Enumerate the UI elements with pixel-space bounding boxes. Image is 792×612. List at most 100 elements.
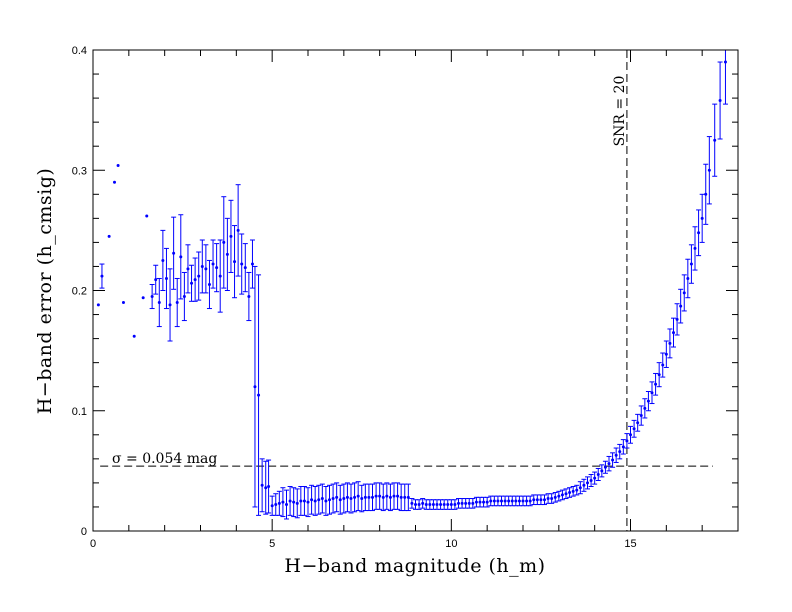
data-marker <box>96 303 100 307</box>
data-point <box>185 244 191 294</box>
data-marker <box>353 495 357 499</box>
data-point <box>235 184 241 277</box>
data-marker <box>179 255 183 259</box>
data-marker <box>442 503 446 507</box>
data-point <box>352 482 358 513</box>
y-tick-label: 0 <box>81 526 87 538</box>
data-point <box>613 447 619 463</box>
data-marker <box>113 180 116 184</box>
data-marker <box>335 495 339 499</box>
data-point <box>585 476 590 490</box>
data-marker <box>460 501 464 505</box>
data-marker <box>582 483 586 487</box>
data-point <box>592 471 598 485</box>
data-marker <box>471 501 475 505</box>
data-marker <box>489 499 493 503</box>
data-point <box>327 484 332 515</box>
x-tick-label: 15 <box>624 538 636 550</box>
data-marker <box>121 301 125 305</box>
data-marker <box>182 295 186 299</box>
data-marker <box>654 382 658 386</box>
data-point <box>116 163 120 167</box>
data-point <box>362 483 368 512</box>
data-marker <box>553 495 557 499</box>
data-marker <box>310 498 314 502</box>
data-marker <box>457 501 460 505</box>
data-marker <box>274 503 278 507</box>
data-point <box>656 362 662 388</box>
data-marker <box>295 501 299 505</box>
data-marker <box>392 494 396 498</box>
data-marker <box>374 494 378 498</box>
data-marker <box>713 138 717 142</box>
data-marker <box>607 462 611 466</box>
data-point <box>323 486 329 516</box>
data-point <box>174 277 180 328</box>
data-marker <box>421 501 425 505</box>
y-tick-label: 0.3 <box>72 165 87 177</box>
data-point <box>276 490 282 516</box>
data-point <box>552 492 558 503</box>
data-point <box>628 425 633 444</box>
data-point <box>145 214 149 218</box>
data-marker <box>414 503 417 507</box>
data-marker <box>550 497 554 501</box>
x-tick-label: 0 <box>90 538 96 550</box>
data-point <box>703 163 709 225</box>
data-marker <box>571 489 575 493</box>
data-marker <box>225 252 229 256</box>
data-point <box>595 467 601 481</box>
data-point <box>405 483 411 512</box>
data-marker <box>317 498 321 502</box>
data-marker <box>697 231 701 235</box>
data-point <box>210 239 216 289</box>
data-point <box>192 257 198 302</box>
data-marker <box>589 478 593 482</box>
data-marker <box>625 439 629 443</box>
data-point <box>167 268 173 342</box>
data-point <box>301 486 307 516</box>
data-point <box>491 495 497 507</box>
data-marker <box>543 498 546 502</box>
data-marker <box>632 427 636 431</box>
data-point <box>214 243 220 293</box>
data-point <box>699 193 705 243</box>
data-point <box>217 239 223 313</box>
data-marker <box>247 295 251 299</box>
data-marker <box>288 499 292 503</box>
data-marker <box>320 497 324 501</box>
data-marker <box>207 282 211 286</box>
data-point <box>221 196 227 289</box>
data-point <box>660 352 666 378</box>
data-point <box>624 433 630 449</box>
data-marker <box>449 503 453 507</box>
data-marker <box>145 214 149 218</box>
data-marker <box>650 391 654 395</box>
data-point <box>239 233 245 295</box>
data-marker <box>285 503 288 507</box>
data-marker <box>403 495 407 499</box>
data-point <box>359 484 365 513</box>
data-series <box>96 49 728 520</box>
data-marker <box>467 501 471 505</box>
data-marker <box>100 274 104 278</box>
data-point <box>681 274 687 312</box>
data-point <box>334 482 340 513</box>
data-point <box>685 258 691 299</box>
axes: 0 5 10 15 0 0.1 0.2 0.3 0.4 <box>72 45 739 550</box>
data-point <box>141 296 145 300</box>
data-point <box>181 271 187 322</box>
data-marker <box>629 433 632 437</box>
data-point <box>377 482 383 510</box>
data-marker <box>233 260 237 264</box>
data-point <box>256 274 262 516</box>
data-marker <box>331 497 335 501</box>
data-marker <box>328 498 331 502</box>
data-point <box>380 483 386 512</box>
data-marker <box>672 331 675 335</box>
data-point <box>563 488 569 500</box>
data-marker <box>482 500 486 504</box>
data-point <box>470 498 476 509</box>
